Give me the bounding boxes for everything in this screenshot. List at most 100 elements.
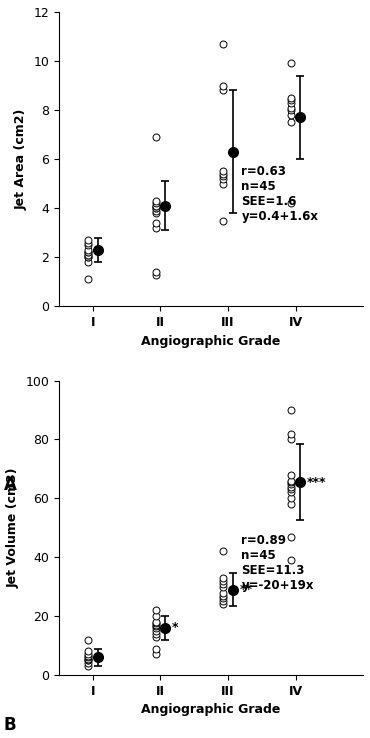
Point	[220, 575, 226, 587]
Point	[85, 655, 91, 666]
Point	[153, 202, 159, 214]
Point	[288, 531, 294, 542]
Point	[85, 655, 91, 666]
Point	[153, 207, 159, 219]
Text: B: B	[4, 717, 16, 734]
Point	[153, 266, 159, 278]
Point	[220, 593, 226, 604]
Point	[85, 237, 91, 249]
Point	[288, 492, 294, 504]
Point	[85, 249, 91, 261]
Point	[288, 117, 294, 128]
Point	[153, 618, 159, 630]
Point	[85, 246, 91, 258]
Point	[85, 653, 91, 665]
Text: r=0.63
n=45
SEE=1.6
y=0.4+1.6x: r=0.63 n=45 SEE=1.6 y=0.4+1.6x	[242, 165, 319, 223]
Text: *: *	[172, 621, 178, 635]
Point	[220, 572, 226, 584]
Point	[153, 631, 159, 643]
Point	[85, 274, 91, 286]
Point	[288, 427, 294, 439]
Point	[288, 477, 294, 489]
Point	[288, 475, 294, 486]
Point	[288, 92, 294, 104]
Point	[85, 246, 91, 258]
Point	[153, 195, 159, 207]
Point	[85, 649, 91, 661]
Point	[220, 581, 226, 593]
Point	[220, 170, 226, 182]
Point	[85, 256, 91, 268]
Point	[288, 554, 294, 566]
Point	[288, 94, 294, 106]
Point	[85, 650, 91, 662]
Point	[288, 404, 294, 416]
Point	[288, 433, 294, 445]
Point	[288, 109, 294, 121]
Point	[153, 622, 159, 634]
Point	[85, 252, 91, 263]
Point	[220, 85, 226, 97]
Point	[153, 628, 159, 640]
Point	[153, 131, 159, 143]
Text: **: **	[239, 583, 252, 596]
Point	[288, 102, 294, 114]
Point	[85, 652, 91, 663]
Point	[220, 587, 226, 599]
Point	[220, 38, 226, 49]
Point	[288, 97, 294, 108]
Point	[153, 200, 159, 212]
Point	[85, 239, 91, 251]
Point	[153, 222, 159, 234]
Point	[220, 545, 226, 557]
X-axis label: Angiographic Grade: Angiographic Grade	[141, 703, 281, 717]
Point	[153, 202, 159, 214]
Point	[85, 252, 91, 263]
Point	[288, 486, 294, 498]
Point	[153, 649, 159, 661]
Point	[153, 621, 159, 632]
Point	[153, 200, 159, 212]
Text: A: A	[4, 476, 17, 494]
Point	[288, 476, 294, 488]
Point	[153, 604, 159, 616]
Point	[153, 619, 159, 631]
Point	[288, 483, 294, 495]
Point	[288, 498, 294, 510]
Point	[153, 205, 159, 217]
Point	[85, 658, 91, 669]
Point	[85, 234, 91, 246]
Point	[85, 244, 91, 256]
Point	[220, 178, 226, 190]
Point	[85, 634, 91, 646]
Point	[153, 616, 159, 628]
Point	[220, 599, 226, 610]
Point	[220, 165, 226, 177]
Point	[220, 590, 226, 601]
Point	[288, 58, 294, 69]
Point	[153, 217, 159, 229]
Point	[153, 643, 159, 655]
Point	[288, 198, 294, 210]
Point	[85, 646, 91, 658]
Point	[85, 661, 91, 672]
Point	[288, 469, 294, 480]
Point	[288, 104, 294, 116]
Point	[220, 173, 226, 184]
Y-axis label: Jet Area (cm2): Jet Area (cm2)	[15, 108, 28, 210]
Point	[153, 269, 159, 280]
Point	[85, 249, 91, 261]
Text: r=0.89
n=45
SEE=11.3
y=-20+19x: r=0.89 n=45 SEE=11.3 y=-20+19x	[242, 534, 314, 592]
Point	[153, 198, 159, 210]
Point	[153, 610, 159, 622]
Y-axis label: Jet Volume (cm3): Jet Volume (cm3)	[7, 467, 20, 588]
X-axis label: Angiographic Grade: Angiographic Grade	[141, 335, 281, 348]
Point	[220, 168, 226, 180]
Point	[220, 596, 226, 607]
Point	[288, 480, 294, 492]
Point	[153, 625, 159, 637]
Point	[220, 80, 226, 92]
Text: ***: ***	[307, 475, 326, 489]
Point	[220, 578, 226, 590]
Point	[220, 215, 226, 227]
